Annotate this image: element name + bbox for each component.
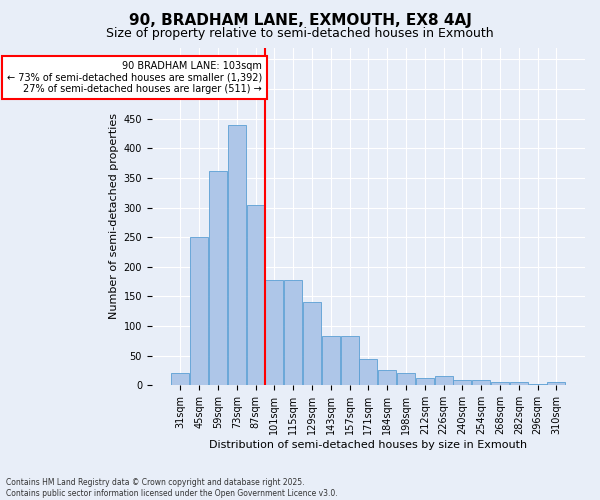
Bar	[190, 237, 208, 386]
Bar	[529, 384, 547, 386]
Bar	[378, 370, 396, 386]
Bar	[397, 374, 415, 386]
Bar	[510, 382, 528, 386]
Text: Contains HM Land Registry data © Crown copyright and database right 2025.
Contai: Contains HM Land Registry data © Crown c…	[6, 478, 338, 498]
Bar	[265, 280, 283, 386]
Bar	[454, 380, 472, 386]
Bar	[228, 124, 246, 386]
Bar	[491, 382, 509, 386]
Bar	[472, 380, 490, 386]
Bar	[547, 382, 565, 386]
Bar	[247, 204, 265, 386]
Bar	[303, 302, 321, 386]
Text: 90 BRADHAM LANE: 103sqm
← 73% of semi-detached houses are smaller (1,392)
27% of: 90 BRADHAM LANE: 103sqm ← 73% of semi-de…	[7, 60, 262, 94]
Bar	[322, 336, 340, 386]
Bar	[359, 358, 377, 386]
Bar	[416, 378, 434, 386]
Bar	[284, 280, 302, 386]
X-axis label: Distribution of semi-detached houses by size in Exmouth: Distribution of semi-detached houses by …	[209, 440, 527, 450]
Bar	[172, 374, 190, 386]
Text: Size of property relative to semi-detached houses in Exmouth: Size of property relative to semi-detach…	[106, 28, 494, 40]
Bar	[434, 376, 452, 386]
Bar	[341, 336, 359, 386]
Y-axis label: Number of semi-detached properties: Number of semi-detached properties	[109, 114, 119, 320]
Text: 90, BRADHAM LANE, EXMOUTH, EX8 4AJ: 90, BRADHAM LANE, EXMOUTH, EX8 4AJ	[128, 12, 472, 28]
Bar	[209, 171, 227, 386]
